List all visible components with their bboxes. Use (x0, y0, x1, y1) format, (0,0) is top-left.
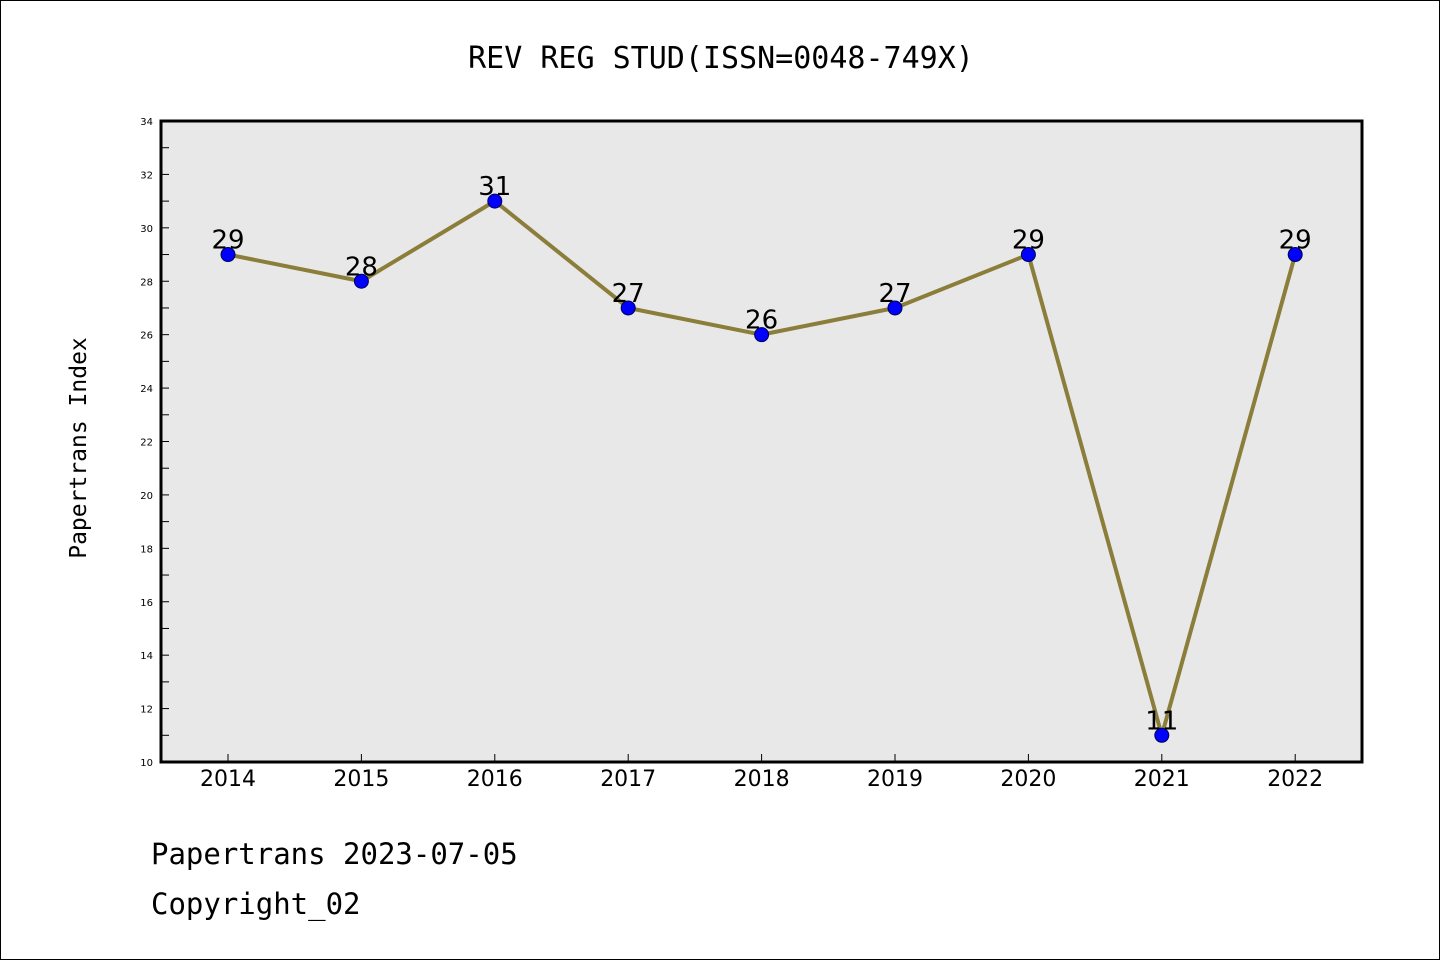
y-tick-label: 16 (140, 598, 153, 609)
y-tick-label: 26 (140, 331, 153, 342)
x-tick-label: 2016 (467, 767, 523, 792)
footer-date: Papertrans 2023-07-05 (151, 837, 518, 871)
series-line-segment (893, 252, 1031, 310)
x-tick-label: 2015 (333, 767, 389, 792)
data-label: 26 (745, 306, 778, 336)
y-axis-ticks: 10 12 14 16 18 20 22 24 26 28 30 32 34 (140, 117, 169, 769)
x-tick-label: 2014 (200, 767, 256, 792)
data-label: 29 (1279, 226, 1312, 256)
y-tick-label: 12 (140, 705, 153, 716)
y-tick-label: 34 (140, 117, 153, 128)
data-label: 28 (345, 252, 378, 282)
y-tick-label: 30 (140, 224, 153, 235)
y-axis-label: Papertrans Index (66, 337, 92, 559)
data-point (220, 247, 236, 263)
data-point (1154, 727, 1170, 743)
footer-copyright: Copyright_02 (151, 887, 361, 921)
x-axis-ticks: 2014 2015 2016 2017 2018 2019 2020 2021 2022 (200, 754, 1323, 792)
x-tick-label: 2022 (1267, 767, 1323, 792)
x-tick-label: 2021 (1134, 767, 1190, 792)
data-point (1020, 247, 1036, 263)
y-tick-label: 18 (140, 544, 153, 555)
data-label: 31 (478, 172, 511, 202)
data-label: 27 (878, 279, 911, 309)
data-point (353, 273, 369, 289)
x-tick-label: 2019 (867, 767, 923, 792)
series-line-segment (226, 252, 364, 284)
x-tick-label: 2018 (734, 767, 790, 792)
plot-area (159, 119, 1364, 764)
series-line-segment (626, 305, 764, 337)
data-point (887, 300, 903, 316)
data-label: 27 (612, 279, 645, 309)
y-tick-label: 14 (140, 651, 153, 662)
data-label: 29 (211, 226, 244, 256)
series-line-segment (492, 199, 631, 310)
x-tick-label: 2017 (600, 767, 656, 792)
data-point (1287, 247, 1303, 263)
series-lines (226, 199, 1298, 738)
y-tick-label: 10 (140, 758, 153, 769)
series-line-segment (359, 199, 497, 284)
x-tick-label: 2020 (1000, 767, 1056, 792)
data-label: 29 (1012, 226, 1045, 256)
series-line-segment (759, 305, 897, 337)
data-markers (220, 193, 1303, 743)
series-line-segment (1159, 252, 1298, 738)
data-point (620, 300, 636, 316)
y-tick-label: 32 (140, 170, 153, 181)
y-tick-label: 22 (140, 438, 153, 449)
chart-title: REV REG STUD(ISSN=0048-749X) (468, 41, 974, 76)
y-tick-label: 24 (140, 384, 153, 395)
data-point (487, 193, 503, 209)
y-tick-label: 20 (140, 491, 153, 502)
data-labels: 29 28 31 27 26 27 29 11 29 (211, 172, 1311, 736)
y-tick-label: 28 (140, 277, 153, 288)
data-label: 11 (1145, 706, 1178, 736)
data-point (754, 327, 770, 343)
series-line-segment (1026, 252, 1164, 738)
